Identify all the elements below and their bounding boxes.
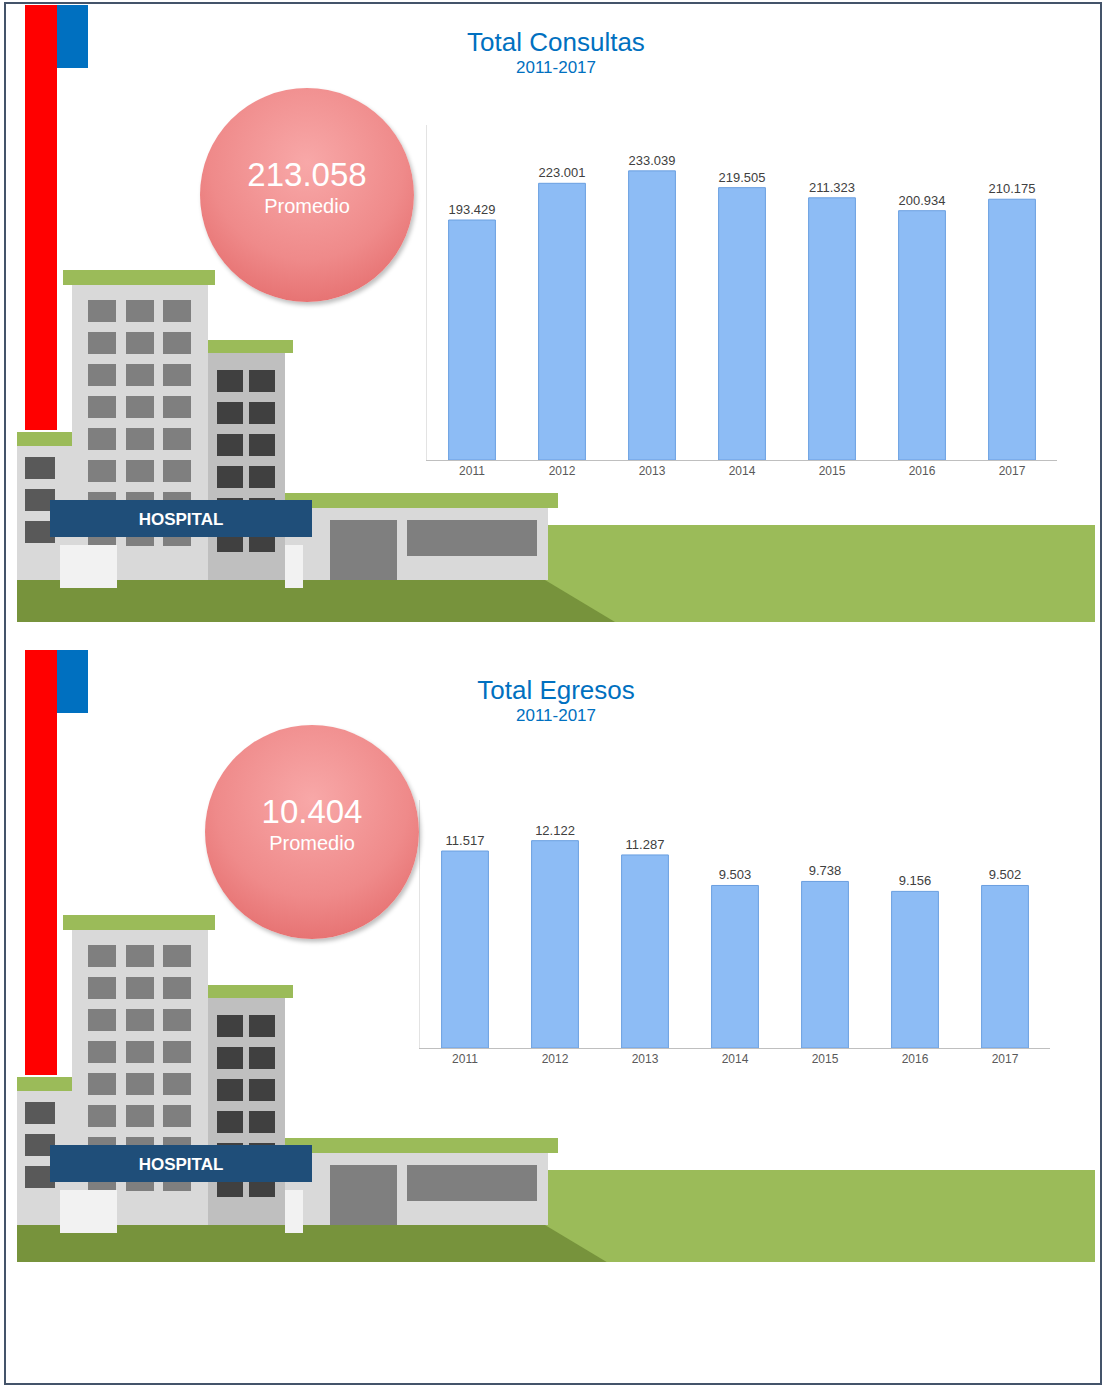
svg-text:9.502: 9.502	[989, 867, 1022, 882]
html-text:Total Consultas: Total Consultas	[467, 27, 645, 57]
svg-text:210.175: 210.175	[989, 181, 1036, 196]
svg-text:11.517: 11.517	[446, 833, 485, 848]
svg-text:219.505: 219.505	[719, 170, 766, 185]
svg-text:211.323: 211.323	[809, 180, 855, 195]
svg-text:2013: 2013	[639, 464, 666, 478]
svg-text:2011: 2011	[452, 1052, 478, 1066]
svg-text:HOSPITAL: HOSPITAL	[139, 1155, 224, 1174]
svg-text:2014: 2014	[722, 1052, 749, 1066]
svg-text:9.156: 9.156	[899, 873, 932, 888]
svg-text:11.287: 11.287	[626, 837, 665, 852]
svg-text:9.503: 9.503	[719, 867, 752, 882]
svg-text:9.738: 9.738	[809, 863, 842, 878]
html-text:Promedio: Promedio	[264, 195, 350, 217]
svg-text:200.934: 200.934	[899, 193, 946, 208]
svg-text:2013: 2013	[632, 1052, 659, 1066]
html-text:213.058: 213.058	[247, 156, 367, 193]
svg-text:2015: 2015	[819, 464, 846, 478]
html-text:2011-2017: 2011-2017	[516, 58, 596, 77]
svg-text:2017: 2017	[992, 1052, 1019, 1066]
svg-text:12.122: 12.122	[535, 823, 575, 838]
svg-text:223.001: 223.001	[539, 165, 586, 180]
html-text:Promedio: Promedio	[269, 832, 355, 854]
html-text:2011-2017: 2011-2017	[516, 706, 596, 725]
svg-text:2016: 2016	[909, 464, 936, 478]
html-text:10.404: 10.404	[261, 793, 363, 830]
svg-text:2012: 2012	[542, 1052, 569, 1066]
svg-text:193.429: 193.429	[449, 202, 496, 217]
svg-text:233.039: 233.039	[629, 153, 676, 168]
svg-text:2015: 2015	[812, 1052, 839, 1066]
svg-text:2011: 2011	[459, 464, 485, 478]
svg-text:2012: 2012	[549, 464, 576, 478]
svg-text:HOSPITAL: HOSPITAL	[139, 510, 224, 529]
html-text:Total Egresos: Total Egresos	[477, 675, 635, 705]
svg-text:2016: 2016	[902, 1052, 929, 1066]
svg-text:2017: 2017	[999, 464, 1026, 478]
svg-text:2014: 2014	[729, 464, 756, 478]
